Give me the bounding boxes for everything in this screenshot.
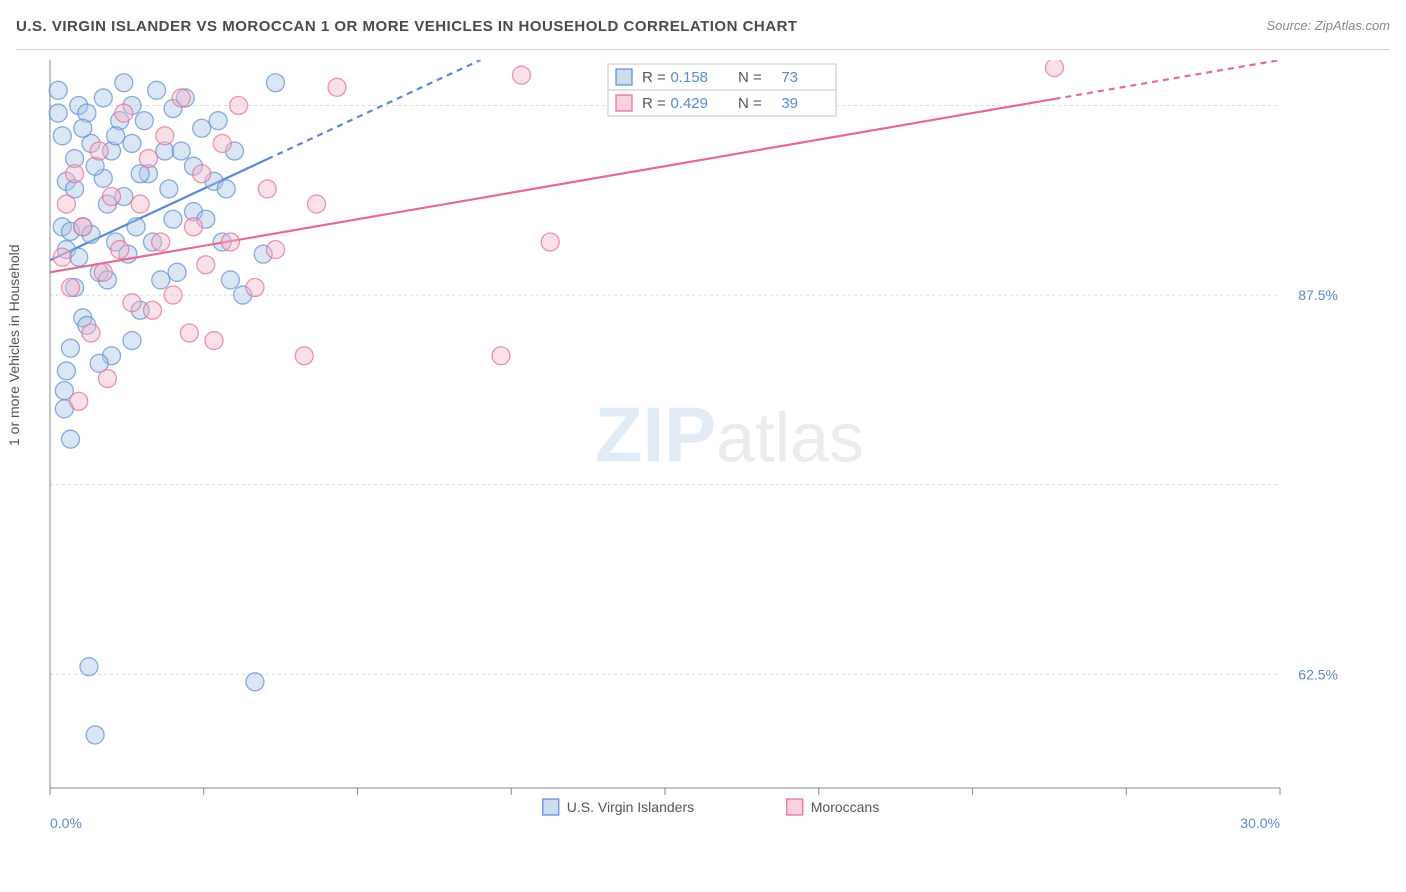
svg-text:N =: N = bbox=[738, 95, 762, 112]
scatter-chart-svg: 62.5% 87.5% 0.0% 30.0% ZIPatlas R =0.158 N = 73… bbox=[48, 60, 1350, 832]
svg-text:39: 39 bbox=[781, 95, 798, 112]
title-bar: U.S. VIRGIN ISLANDER VS MOROCCAN 1 OR MO… bbox=[16, 18, 1390, 50]
svg-text:0.0%: 0.0% bbox=[50, 815, 82, 831]
svg-text:30.0%: 30.0% bbox=[1240, 815, 1280, 831]
svg-text:73: 73 bbox=[781, 69, 798, 86]
svg-text:ZIPatlas: ZIPatlas bbox=[595, 390, 864, 478]
y-axis-label: 1 or more Vehicles in Household bbox=[6, 244, 22, 446]
svg-text:U.S. Virgin Islanders: U.S. Virgin Islanders bbox=[567, 799, 694, 815]
chart-area: 62.5% 87.5% 0.0% 30.0% ZIPatlas R =0.158 N = 73… bbox=[48, 60, 1350, 832]
chart-container: U.S. VIRGIN ISLANDER VS MOROCCAN 1 OR MO… bbox=[0, 0, 1406, 892]
svg-text:87.5%: 87.5% bbox=[1298, 287, 1338, 303]
svg-text:N =: N = bbox=[738, 69, 762, 86]
svg-text:R =: R = bbox=[642, 69, 666, 86]
svg-text:0.158: 0.158 bbox=[670, 69, 708, 86]
svg-text:R =: R = bbox=[642, 95, 666, 112]
chart-title: U.S. VIRGIN ISLANDER VS MOROCCAN 1 OR MO… bbox=[16, 18, 798, 35]
svg-text:0.429: 0.429 bbox=[670, 95, 708, 112]
svg-text:Moroccans: Moroccans bbox=[811, 799, 879, 815]
source-attribution: Source: ZipAtlas.com bbox=[1266, 18, 1390, 33]
svg-text:62.5%: 62.5% bbox=[1298, 666, 1338, 682]
